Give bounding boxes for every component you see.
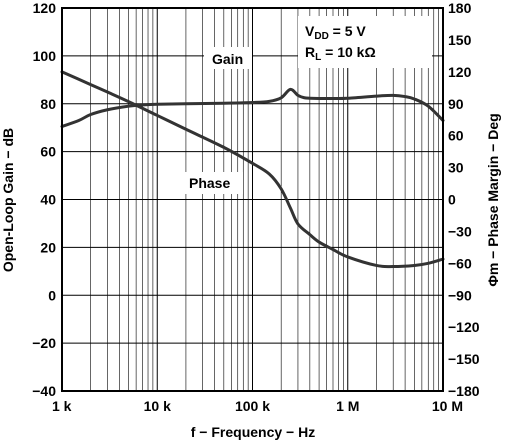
plot-frame [61, 7, 444, 392]
y-right-tick-label: 150 [448, 32, 472, 48]
gain-label-group: Gain [204, 47, 252, 69]
y-right-tick-label: 90 [448, 96, 464, 112]
y-right-tick-label: −150 [448, 351, 480, 367]
x-axis-title: f − Frequency − Hz [191, 424, 315, 440]
y-left-tick-label: 60 [40, 144, 56, 160]
vdd-annotation: VDD = 5 V [305, 23, 366, 42]
tick-labels: −40 −20 0 20 40 60 80 100 120 −180 −150 −120 −90 −60 −… [32, 0, 479, 414]
phase-label-bg [183, 172, 243, 194]
gain-curve [60, 87, 445, 128]
y-right-tick-label: −120 [448, 319, 480, 335]
y-axis-left-title: Open-Loop Gain − dB [0, 128, 16, 272]
y-right-tick-label: −180 [448, 383, 480, 399]
phase-label-group: Phase [183, 172, 243, 194]
conditions-box-bg [298, 16, 432, 68]
conditions-box: VDD = 5 V RL = 10 kΩ [298, 16, 432, 68]
y-right-tick-label: 60 [448, 128, 464, 144]
y-left-tick-label: 100 [33, 48, 57, 64]
phase-label: Phase [189, 175, 230, 191]
y-axis-right-title: Φm − Phase Margin − Deg [485, 113, 501, 286]
y-right-tick-label: 0 [448, 192, 456, 208]
phase-curve [60, 70, 445, 269]
y-left-tick-label: 20 [40, 239, 56, 255]
x-tick-label: 100 k [235, 398, 270, 414]
y-left-tick-label: 40 [40, 192, 56, 208]
x-tick-label: 10 M [432, 398, 463, 414]
y-right-tick-label: 120 [448, 64, 472, 80]
y-left-tick-label: 0 [48, 287, 56, 303]
curves [60, 70, 445, 269]
y-right-tick-label: 180 [448, 0, 472, 16]
y-right-tick-label: −90 [448, 287, 472, 303]
y-right-tick-label: 30 [448, 160, 464, 176]
x-tick-label: 1 M [336, 398, 359, 414]
y-right-tick-label: −60 [448, 255, 472, 271]
y-left-tick-label: 120 [33, 0, 57, 16]
y-left-tick-label: −40 [32, 383, 56, 399]
gain-label: Gain [212, 51, 243, 67]
x-tick-label: 1 k [52, 398, 72, 414]
y-left-tick-label: −20 [32, 335, 56, 351]
y-left-tick-label: 80 [40, 96, 56, 112]
x-tick-label: 10 k [144, 398, 171, 414]
gain-label-bg [204, 47, 252, 69]
rl-annotation: RL = 10 kΩ [305, 44, 376, 63]
y-right-tick-label: −30 [448, 223, 472, 239]
